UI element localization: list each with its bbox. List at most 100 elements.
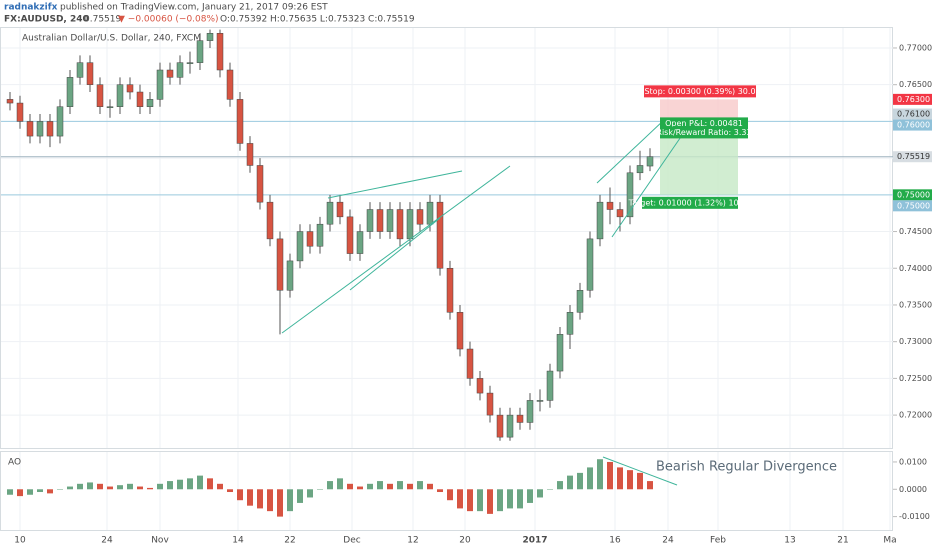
x-tick-label: 24 bbox=[662, 536, 674, 546]
ao-bar bbox=[397, 481, 403, 490]
ao-bar bbox=[327, 481, 333, 490]
candle-body bbox=[456, 312, 464, 350]
published: published on TradingView.com, January 21… bbox=[60, 3, 328, 13]
position-label-box bbox=[644, 85, 756, 98]
price-tag-label: 0.75519 bbox=[897, 152, 930, 161]
ao-bar bbox=[17, 489, 23, 497]
candle-body bbox=[536, 400, 544, 402]
ao-bar bbox=[387, 483, 393, 490]
ao-bar bbox=[607, 461, 613, 490]
ao-bar bbox=[577, 472, 583, 490]
candle-body bbox=[116, 84, 124, 107]
price-tag bbox=[893, 189, 932, 201]
ao-bar bbox=[357, 486, 363, 490]
ao-bar bbox=[537, 489, 543, 498]
candle-body bbox=[386, 209, 394, 232]
ao-bar bbox=[617, 467, 623, 490]
x-tick-label: 10 bbox=[14, 536, 26, 546]
y-tick-label: 0.76500 bbox=[899, 80, 932, 89]
candle-body bbox=[566, 312, 574, 335]
ao-bar bbox=[217, 483, 223, 490]
main-pane bbox=[0, 27, 893, 449]
candle-body bbox=[166, 69, 174, 78]
candle-body bbox=[646, 156, 654, 167]
ao-bar bbox=[207, 478, 213, 490]
ao-bar bbox=[7, 489, 13, 495]
candle-body bbox=[96, 84, 104, 107]
y-tick-label: 0.0000 bbox=[899, 485, 927, 494]
ao-bar bbox=[67, 486, 73, 490]
ao-bar bbox=[197, 475, 203, 490]
candle-body bbox=[426, 201, 434, 225]
trendline bbox=[602, 456, 678, 486]
ao-bar bbox=[497, 489, 503, 512]
author[interactable]: radnakzifx bbox=[4, 3, 58, 13]
ao-bar bbox=[237, 489, 243, 501]
ao-bar bbox=[637, 472, 643, 490]
y-tick-label: 0.72000 bbox=[899, 411, 932, 420]
candle-body bbox=[66, 77, 74, 107]
ao-bar bbox=[187, 478, 193, 490]
ao-bar bbox=[507, 489, 513, 509]
ao-bar bbox=[317, 489, 323, 490]
position-label-box bbox=[642, 196, 738, 209]
ao-bar bbox=[477, 489, 483, 512]
ao-bar bbox=[567, 475, 573, 490]
candle-body bbox=[86, 62, 94, 85]
ao-bar bbox=[467, 489, 473, 512]
x-tick-label: 24 bbox=[101, 536, 113, 546]
candle-body bbox=[296, 231, 304, 262]
price-tag bbox=[893, 93, 932, 105]
candle-body bbox=[546, 370, 554, 401]
ao-bar bbox=[267, 489, 273, 512]
x-tick-label: Feb bbox=[710, 536, 726, 546]
ao-bar bbox=[427, 483, 433, 490]
candle-body bbox=[306, 231, 314, 247]
candle-body bbox=[556, 334, 564, 372]
candle-body bbox=[26, 121, 34, 137]
candle-body bbox=[106, 106, 114, 108]
x-tick-label: 13 bbox=[784, 536, 795, 546]
symbol: FX:AUDUSD, 240 bbox=[4, 15, 89, 25]
candle-body bbox=[136, 91, 144, 107]
trendline bbox=[596, 119, 665, 184]
candle-body bbox=[226, 69, 234, 100]
candle-body bbox=[6, 99, 14, 104]
ao-bar bbox=[77, 483, 83, 490]
ao-bar bbox=[377, 481, 383, 490]
ao-bar bbox=[627, 470, 633, 490]
ao-bar bbox=[37, 489, 43, 493]
ao-title: AO bbox=[8, 458, 21, 468]
y-tick-label: 0.74500 bbox=[899, 227, 932, 236]
last-price: 0.75519 bbox=[84, 15, 121, 25]
ao-bar bbox=[27, 489, 33, 495]
y-tick-label: 0.77000 bbox=[899, 43, 932, 52]
ao-bar bbox=[487, 489, 493, 514]
candle-body bbox=[56, 106, 64, 137]
position-label-box bbox=[660, 117, 748, 130]
candle-body bbox=[406, 209, 414, 240]
ohlc: O:0.75392 H:0.75635 L:0.75323 C:0.75519 bbox=[220, 15, 415, 25]
candle-body bbox=[36, 121, 44, 137]
ao-bar bbox=[257, 489, 263, 509]
ao-bar bbox=[297, 489, 303, 503]
x-tick-label: 12 bbox=[407, 536, 418, 546]
candle-body bbox=[176, 62, 184, 78]
candle-body bbox=[126, 84, 134, 93]
ao-bar bbox=[407, 483, 413, 490]
x-tick-label: Nov bbox=[151, 536, 169, 546]
ao-bar bbox=[287, 489, 293, 512]
candle-body bbox=[446, 268, 454, 313]
x-tick-label: 2017 bbox=[522, 536, 547, 546]
trendline bbox=[611, 127, 688, 238]
ao-bar bbox=[547, 489, 553, 490]
x-tick-label: 14 bbox=[232, 536, 244, 546]
trendline bbox=[349, 217, 441, 291]
change: ▼ −0.00060 (−0.08%) bbox=[118, 15, 219, 25]
ao-bar bbox=[367, 483, 373, 490]
candle-body bbox=[76, 62, 84, 78]
candle-body bbox=[246, 143, 254, 166]
candle-body bbox=[516, 414, 524, 423]
candle-body bbox=[206, 33, 214, 41]
